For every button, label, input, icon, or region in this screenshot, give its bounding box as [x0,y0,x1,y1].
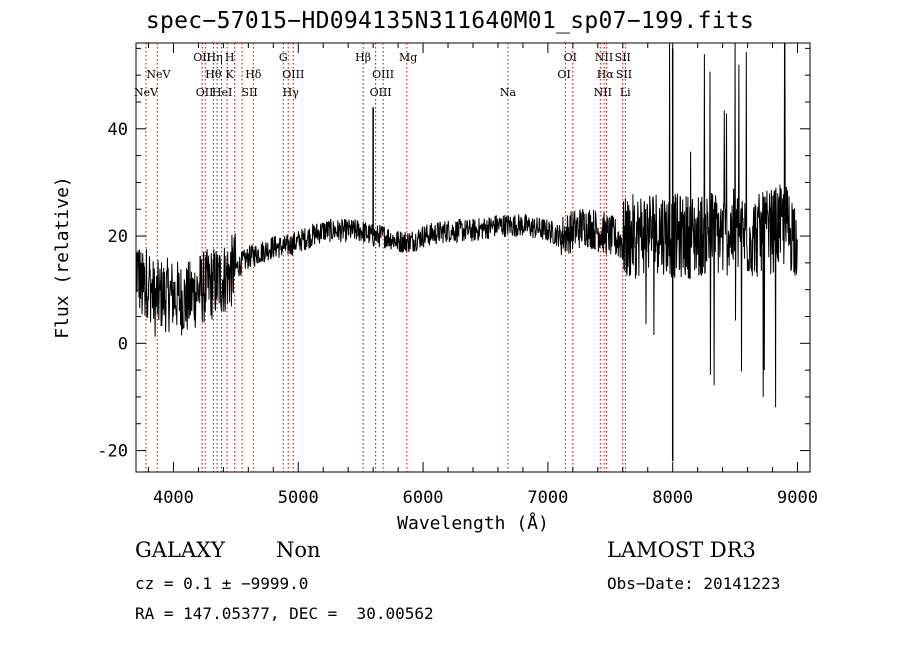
y-tick-label: 20 [108,227,128,247]
line-name-label: SII [616,68,632,81]
line-name-label: NII [595,51,613,64]
x-tick-label: 8000 [652,488,693,508]
line-name-label: OII [193,51,211,64]
line-name-label: H [225,51,235,64]
line-name-label: NeV [134,86,159,99]
x-tick-label: 5000 [278,488,319,508]
obs-date: Obs−Date: 20141223 [607,574,781,593]
y-tick-label: 40 [108,120,128,140]
line-name-label: SII [615,51,631,64]
spectrum-line [135,42,798,408]
x-axis-label: Wavelength (Å) [397,512,549,534]
ra-dec: RA = 147.05377, DEC = 30.00562 [135,604,434,623]
x-tick-label: 6000 [403,488,444,508]
y-tick-label: 0 [118,334,128,354]
line-name-label: Hα [597,68,615,81]
object-class: GALAXY [135,538,225,562]
object-subclass: Non [276,538,321,562]
line-name-label: NII [594,86,612,99]
line-name-label: Hγ [283,86,300,99]
line-name-label: Na [500,86,517,99]
line-name-label: Li [620,86,631,99]
line-name-label: OIII [370,86,392,99]
line-name-label: OIII [282,68,304,81]
line-name-label: HeI [212,86,232,99]
line-name-label: Hθ [205,68,222,81]
x-tick-label: 4000 [153,488,194,508]
survey-name: LAMOST DR3 [607,538,756,562]
x-tick-label: 9000 [777,488,818,508]
line-name-label: SII [241,86,257,99]
line-name-label: G [279,51,288,64]
line-name-label: NeV [146,68,171,81]
line-name-label: OI [557,68,570,81]
line-name-label: Mg [399,51,417,64]
x-tick-label: 7000 [527,488,568,508]
line-name-label: Hη [207,51,223,64]
chart-title: spec−57015−HD094135N311640M01_sp07−199.f… [145,8,755,34]
line-name-label: K [226,68,235,81]
line-name-label: Hβ [355,51,371,64]
line-name-label: OI [564,51,577,64]
y-tick-label: -20 [97,442,128,462]
cz-value: cz = 0.1 ± −9999.0 [135,574,309,593]
y-axis-label: Flux (relative) [52,176,73,339]
line-name-label: OII [196,86,214,99]
line-name-label: Hδ [245,68,262,81]
line-name-label: OIII [372,68,394,81]
